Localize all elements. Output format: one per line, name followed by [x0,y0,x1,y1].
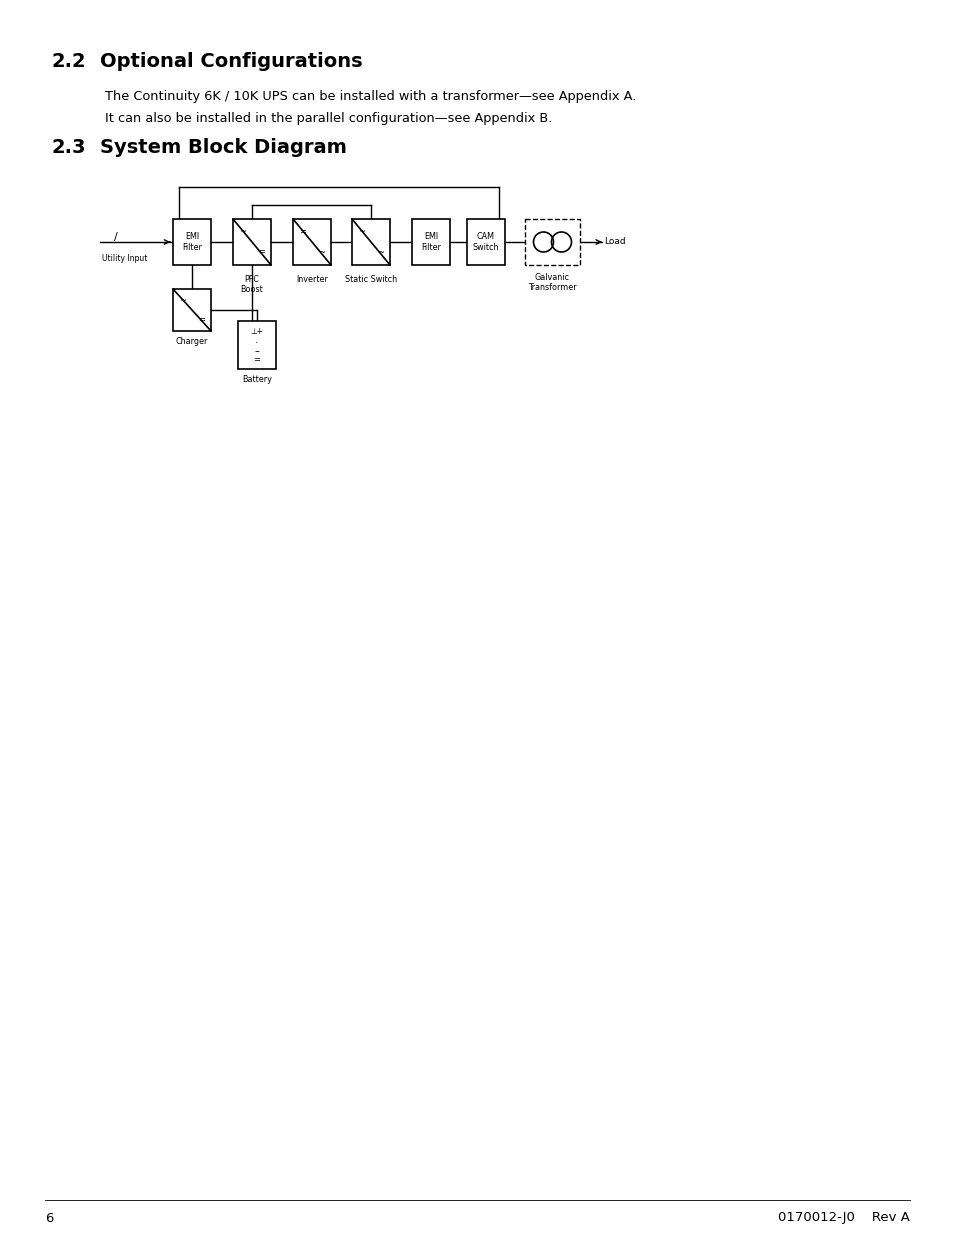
Text: Load: Load [603,237,625,247]
Text: Battery: Battery [242,375,272,384]
Bar [524,219,579,266]
Text: Galvanic
Transformer: Galvanic Transformer [528,273,577,293]
Text: Optional Configurations: Optional Configurations [100,52,362,70]
Text: 2.3: 2.3 [52,138,87,157]
Text: =: = [198,315,205,324]
Bar [237,321,275,369]
Text: Inverter: Inverter [295,275,328,284]
Text: Static Switch: Static Switch [345,275,396,284]
Text: ·: · [254,337,258,347]
Text: EMI
Filter: EMI Filter [182,232,202,252]
Text: Utility Input: Utility Input [102,254,147,263]
Bar [172,289,211,331]
Text: 6: 6 [45,1212,53,1224]
Text: /: / [114,232,118,242]
Text: EMI
Filter: EMI Filter [420,232,440,252]
Bar [233,219,271,266]
Text: ~: ~ [317,248,325,257]
Text: CAM
Switch: CAM Switch [473,232,498,252]
Text: ~: ~ [376,248,384,257]
Text: Charger: Charger [175,337,208,346]
Bar [467,219,504,266]
Text: ~: ~ [179,296,186,305]
Text: =: = [298,227,306,236]
Text: –: – [254,346,259,356]
Bar [172,219,211,266]
Text: =: = [253,354,260,364]
Bar [293,219,331,266]
Bar [352,219,390,266]
Text: The Continuity 6K / 10K UPS can be installed with a transformer—see Appendix A.: The Continuity 6K / 10K UPS can be insta… [105,90,636,103]
Text: 2.2: 2.2 [52,52,87,70]
Text: ~: ~ [239,227,246,236]
Text: ~: ~ [357,227,365,236]
Text: PFC
Boost: PFC Boost [240,275,263,294]
Text: It can also be installed in the parallel configuration—see Appendix B.: It can also be installed in the parallel… [105,112,552,125]
Text: System Block Diagram: System Block Diagram [100,138,347,157]
Text: ⊥+: ⊥+ [251,327,263,336]
Text: =: = [257,248,265,257]
Bar [412,219,450,266]
Text: 0170012-J0    Rev A: 0170012-J0 Rev A [778,1212,909,1224]
